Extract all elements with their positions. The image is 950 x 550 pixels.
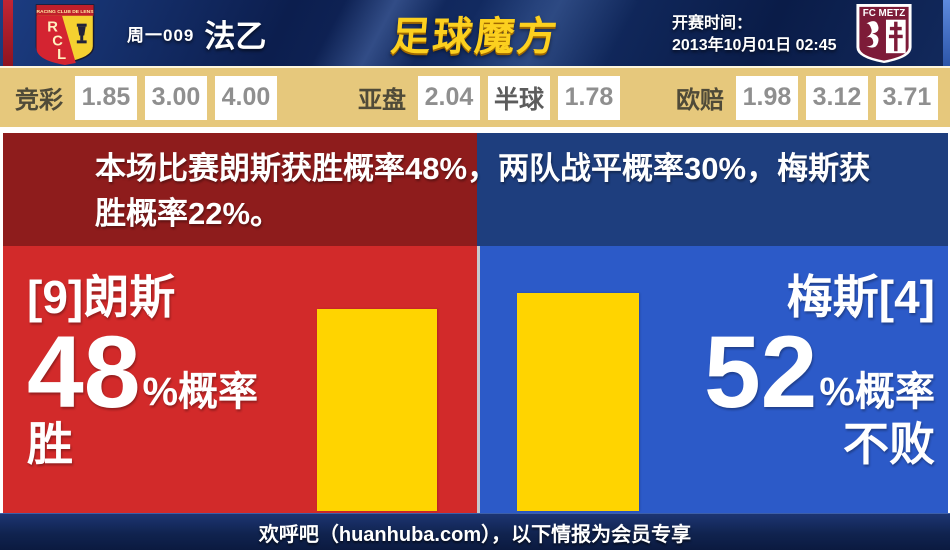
away-outcome-label: 不败	[843, 417, 935, 470]
match-code: 周一009	[127, 25, 195, 45]
brand-text: 足球魔方	[388, 15, 561, 59]
prediction-summary-text: 本场比赛朗斯获胜概率48%，两队战平概率30%，梅斯获 胜概率22%。	[95, 146, 917, 236]
home-percent-suffix: %概率	[142, 369, 259, 414]
home-win-percent: 48	[27, 315, 141, 429]
svg-text:C: C	[52, 33, 63, 49]
oupei-away-odds: 3.71	[876, 75, 938, 120]
away-team-name: 梅斯[4]	[786, 271, 935, 323]
banner-home-background	[3, 133, 477, 246]
away-win-percent: 52	[703, 315, 818, 429]
european-odds-group: 欧赔 1.98 3.12 3.71	[676, 68, 938, 127]
jingcai-label: 竞彩	[15, 87, 63, 114]
top-header-bar	[0, 0, 950, 66]
yapan-away-odds: 1.78	[558, 75, 620, 120]
oupei-label: 欧赔	[676, 87, 724, 114]
yapan-home-odds: 2.04	[418, 75, 480, 120]
svg-text:R: R	[47, 20, 58, 36]
oupei-draw-odds: 3.12	[806, 75, 868, 120]
jingcai-draw-odds: 3.00	[145, 75, 207, 120]
right-blue-edge-stripe	[943, 0, 950, 66]
summary-line-2: 胜概率22%。	[95, 196, 282, 231]
away-team-logo-metz-icon: FC METZ	[852, 2, 916, 65]
away-team-stat-block: 梅斯[4] 52 %概率 不败	[704, 268, 935, 472]
panel-divider	[477, 246, 480, 513]
home-probability-bar	[317, 309, 437, 511]
asian-handicap-group: 亚盘 2.04 半球 1.78	[358, 68, 620, 127]
yapan-label: 亚盘	[358, 87, 406, 114]
svg-text:FC METZ: FC METZ	[863, 8, 906, 19]
odds-bar: 竞彩 1.85 3.00 4.00 亚盘 2.04 半球 1.78 欧赔 1.9…	[0, 68, 950, 127]
summary-line-1: 本场比赛朗斯获胜概率48%，两队战平概率30%，梅斯获	[95, 151, 871, 186]
oupei-home-odds: 1.98	[736, 75, 798, 120]
header-odds-separator	[0, 66, 950, 68]
league-name: 法乙	[204, 18, 267, 54]
kickoff-time-block: 开赛时间： 2013年10月01日 02:45	[672, 13, 837, 57]
home-team-stat-block: [9]朗斯 48 %概率 胜	[27, 268, 258, 472]
prediction-summary-banner	[3, 133, 948, 246]
site-brand-logo: 足球魔方	[388, 0, 561, 66]
jingcai-away-odds: 4.00	[215, 75, 277, 120]
away-probability-bar	[517, 293, 639, 511]
banner-away-background	[477, 133, 948, 246]
kickoff-label: 开赛时间：	[672, 15, 753, 32]
kickoff-datetime: 2013年10月01日 02:45	[672, 37, 837, 54]
yapan-handicap-value: 半球	[488, 75, 550, 120]
home-team-name: [9]朗斯	[27, 271, 176, 323]
footer-text: 欢呼吧（huanhuba.com），以下情报为会员专享	[258, 523, 692, 546]
match-identifier: 周一009 法乙	[127, 0, 266, 66]
footer-bar: 欢呼吧（huanhuba.com），以下情报为会员专享	[0, 513, 950, 550]
jingcai-home-odds: 1.85	[75, 75, 137, 120]
left-red-edge-stripe	[3, 0, 13, 66]
svg-text:RACING CLUB DE LENS: RACING CLUB DE LENS	[37, 9, 95, 15]
home-outcome-label: 胜	[27, 417, 73, 470]
home-team-logo-rcl-icon: RACING CLUB DE LENS R C L	[33, 2, 97, 65]
svg-text:L: L	[57, 47, 66, 63]
jingcai-odds-group: 竞彩 1.85 3.00 4.00	[15, 68, 277, 127]
away-percent-suffix: %概率	[819, 369, 935, 414]
